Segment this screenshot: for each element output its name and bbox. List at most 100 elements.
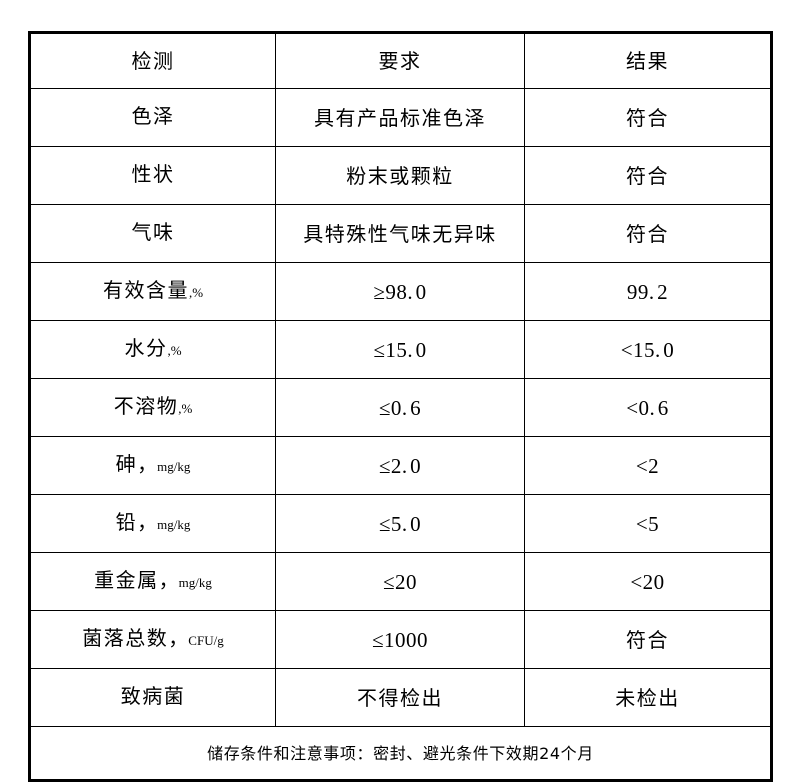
item-separator: , [188, 285, 193, 300]
cell-item-content: 菌落总数，CFU/g [31, 611, 275, 668]
requirement-value: ≤2.0 [378, 453, 422, 478]
table-header: 检测 要求 结果 [29, 32, 772, 89]
cell-result: <15.0 [524, 320, 772, 379]
item-label: 菌落总数 [82, 626, 169, 650]
cell-item: 有效含量,% [29, 262, 276, 321]
result-value: 符合 [626, 221, 669, 246]
cell-requirement: 粉末或颗粒 [275, 146, 525, 205]
column-header-item: 检测 [29, 32, 276, 89]
item-label: 性状 [131, 162, 175, 186]
result-value: 符合 [626, 105, 669, 130]
storage-note-text: 储存条件和注意事项：密封、避光条件下效期24个月 [207, 743, 594, 763]
requirement-value: 不得检出 [357, 685, 443, 710]
table-row: 性状 粉末或颗粒 符合 [29, 146, 772, 205]
item-separator: , [167, 343, 171, 358]
requirement-value: ≤1000 [371, 627, 429, 652]
result-value: 符合 [626, 163, 669, 188]
cell-requirement: ≤5.0 [275, 494, 525, 553]
table-header-row: 检测 要求 结果 [29, 32, 772, 89]
cell-item: 铅，mg/kg [29, 494, 276, 553]
cell-result: <2 [524, 436, 772, 495]
item-unit: % [170, 343, 182, 358]
item-unit: mg/kg [178, 575, 212, 590]
cell-requirement: 具特殊性气味无异味 [275, 204, 525, 263]
requirement-value: 具有产品标准色泽 [314, 105, 486, 130]
table-row: 气味 具特殊性气味无异味 符合 [29, 204, 772, 263]
item-unit: % [192, 285, 204, 300]
item-label: 致病菌 [120, 684, 186, 708]
cell-requirement: ≥98.0 [275, 262, 525, 321]
item-separator: , [178, 401, 182, 416]
result-value: 99.2 [626, 279, 669, 304]
cell-requirement: ≤0.6 [275, 378, 525, 437]
cell-result: 符合 [524, 88, 772, 147]
cell-result: <0.6 [524, 378, 772, 437]
cell-requirement: 不得检出 [275, 668, 525, 727]
cell-item: 性状 [29, 146, 276, 205]
cell-result: 符合 [524, 610, 772, 669]
cell-result: 99.2 [524, 262, 772, 321]
table-row: 不溶物,% ≤0.6 <0.6 [29, 378, 772, 437]
cell-item: 致病菌 [29, 668, 276, 727]
cell-item: 色泽 [29, 88, 276, 147]
cell-item: 水分,% [29, 320, 276, 379]
cell-item: 菌落总数，CFU/g [29, 610, 276, 669]
column-header-result: 结果 [524, 32, 772, 89]
spec-table-container: 检测 要求 结果 色泽 具有产品标准色泽 符合 性状 粉末或颗粒 符合 气味 具特殊性气味无异… [28, 31, 773, 782]
cell-requirement: 具有产品标准色泽 [275, 88, 525, 147]
result-value: 未检出 [615, 685, 680, 710]
cell-result: 符合 [524, 146, 772, 205]
result-value: 符合 [626, 627, 669, 652]
item-label: 气味 [131, 220, 175, 244]
table-body: 色泽 具有产品标准色泽 符合 性状 粉末或颗粒 符合 气味 具特殊性气味无异味 符合 有效含量,%… [29, 88, 772, 727]
item-separator: ， [137, 510, 158, 534]
item-label: 色泽 [131, 104, 175, 128]
item-unit: mg/kg [157, 459, 191, 474]
cell-item-content: 不溶物,% [31, 379, 275, 436]
item-unit: % [181, 401, 193, 416]
item-label: 有效含量 [102, 278, 189, 302]
cell-item: 气味 [29, 204, 276, 263]
item-unit: mg/kg [157, 517, 191, 532]
requirement-value: ≤15.0 [373, 337, 427, 362]
table-row: 铅，mg/kg ≤5.0 <5 [29, 494, 772, 553]
result-value: <2 [635, 453, 660, 478]
table-row: 色泽 具有产品标准色泽 符合 [29, 88, 772, 147]
column-header-item-label: 检测 [131, 49, 175, 73]
cell-requirement: ≤2.0 [275, 436, 525, 495]
cell-item: 不溶物,% [29, 378, 276, 437]
item-separator: ， [168, 626, 189, 650]
table-row: 水分,% ≤15.0 <15.0 [29, 320, 772, 379]
table-row: 菌落总数，CFU/g ≤1000 符合 [29, 610, 772, 669]
item-label: 重金属 [94, 568, 159, 592]
column-header-requirement: 要求 [275, 32, 525, 89]
table-row: 致病菌 不得检出 未检出 [29, 668, 772, 727]
footer-note-row: 储存条件和注意事项：密封、避光条件下效期24个月 [29, 726, 772, 781]
cell-item-content: 有效含量,% [31, 263, 275, 320]
item-label: 水分 [124, 336, 168, 360]
item-separator: ， [158, 568, 179, 592]
cell-item-content: 砷，mg/kg [31, 437, 275, 494]
footer-note-cell: 储存条件和注意事项：密封、避光条件下效期24个月 [29, 726, 772, 781]
item-unit: CFU/g [188, 633, 224, 648]
result-value: <0.6 [626, 395, 669, 420]
cell-requirement: ≤20 [275, 552, 525, 611]
result-value: <20 [630, 569, 665, 594]
result-value: <15.0 [620, 337, 675, 362]
inspection-spec-table: 检测 要求 结果 色泽 具有产品标准色泽 符合 性状 粉末或颗粒 符合 气味 具特殊性气味无异… [28, 31, 773, 782]
requirement-value: ≤5.0 [378, 511, 422, 536]
item-label: 不溶物 [113, 394, 179, 418]
cell-item-content: 铅，mg/kg [31, 495, 275, 552]
cell-item-content: 致病菌 [31, 669, 275, 726]
item-separator: ， [137, 452, 158, 476]
cell-item: 砷，mg/kg [29, 436, 276, 495]
column-header-result-label: 结果 [626, 49, 669, 73]
cell-item: 重金属，mg/kg [29, 552, 276, 611]
cell-item-content: 色泽 [31, 89, 275, 146]
cell-result: 符合 [524, 204, 772, 263]
requirement-value: 具特殊性气味无异味 [303, 221, 497, 246]
requirement-value: ≤20 [382, 569, 418, 594]
column-header-requirement-label: 要求 [378, 49, 422, 73]
cell-item-content: 重金属，mg/kg [31, 553, 275, 610]
cell-item-content: 气味 [31, 205, 275, 262]
